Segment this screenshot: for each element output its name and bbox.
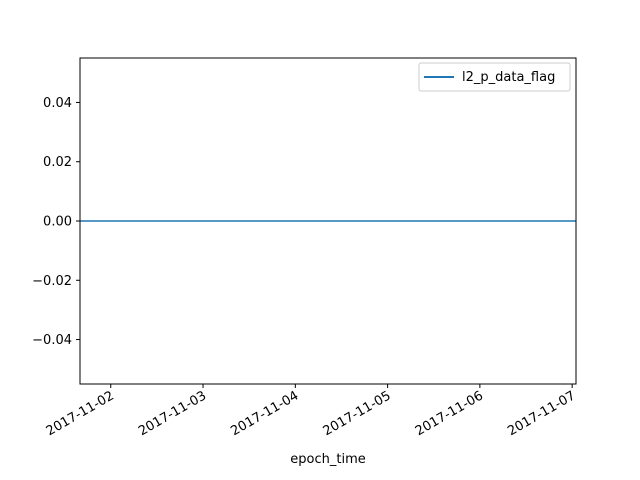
legend: l2_p_data_flag [418,62,571,92]
legend-box [418,62,571,92]
y-axis: −0.04 −0.02 0.00 0.02 0.04 [32,96,80,348]
y-tick-label: −0.02 [32,274,72,289]
y-tick-label: 0.00 [43,215,72,230]
legend-entry-l2-p-data-flag: l2_p_data_flag [462,70,555,85]
y-tick-label: 0.04 [43,96,72,111]
y-tick-label: 0.02 [43,155,72,170]
x-axis-label: epoch_time [290,452,365,467]
y-tick-label: −0.04 [32,333,72,348]
